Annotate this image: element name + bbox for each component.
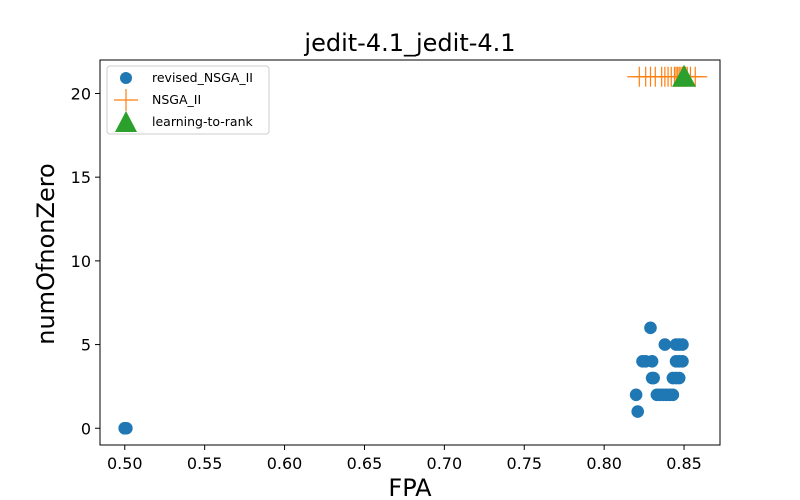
legend-marker-nsga-ii xyxy=(114,89,138,111)
x-axis: 0.50 0.55 0.60 0.65 0.70 0.75 0.80 0.85 xyxy=(107,445,702,473)
y-tick-label: 10 xyxy=(71,252,91,271)
legend-label-nsga-ii: NSGA_II xyxy=(152,92,201,107)
point-revised-nsga-ii xyxy=(676,355,689,368)
x-tick-label: 0.85 xyxy=(666,454,702,473)
y-tick-label: 0 xyxy=(81,419,91,438)
x-tick-label: 0.65 xyxy=(347,454,383,473)
point-revised-nsga-ii xyxy=(658,338,672,351)
legend-marker-learning-to-rank xyxy=(115,111,137,132)
legend: revised_NSGA_II NSGA_II learning-to-rank xyxy=(106,65,270,135)
chart-title: jedit-4.1_jedit-4.1 xyxy=(303,29,515,57)
x-tick-label: 0.60 xyxy=(267,454,303,473)
point-revised-nsga-ii xyxy=(629,388,643,402)
point-revised-nsga-ii xyxy=(631,405,645,418)
point-revised-nsga-ii xyxy=(676,338,689,351)
y-tick-label: 15 xyxy=(71,168,91,187)
point-revised-nsga-ii xyxy=(647,371,660,385)
y-axis: 0 5 10 15 20 xyxy=(71,84,100,438)
plot-area xyxy=(118,64,708,435)
x-tick-label: 0.80 xyxy=(586,454,622,473)
y-tick-label: 20 xyxy=(71,84,91,103)
plot-frame xyxy=(99,59,721,446)
legend-box xyxy=(106,65,270,135)
point-revised-nsga-ii xyxy=(645,355,659,368)
legend-label-revised-nsga-ii: revised_NSGA_II xyxy=(152,70,253,85)
legend-marker-revised-nsga-ii xyxy=(120,72,132,84)
point-revised-nsga-ii xyxy=(644,321,657,335)
legend-label-learning-to-rank: learning-to-rank xyxy=(152,114,254,129)
point-learning-to-rank xyxy=(672,64,697,87)
point-revised-nsga-ii xyxy=(120,421,133,435)
x-tick-label: 0.50 xyxy=(107,454,143,473)
x-tick-label: 0.55 xyxy=(187,454,223,473)
y-tick-label: 5 xyxy=(81,336,91,355)
x-axis-label: FPA xyxy=(388,474,432,500)
x-tick-label: 0.75 xyxy=(506,454,542,473)
point-revised-nsga-ii xyxy=(666,388,680,402)
x-tick-label: 0.70 xyxy=(427,454,463,473)
point-revised-nsga-ii xyxy=(672,371,686,385)
y-axis-label: numOfnonZero xyxy=(32,163,60,344)
